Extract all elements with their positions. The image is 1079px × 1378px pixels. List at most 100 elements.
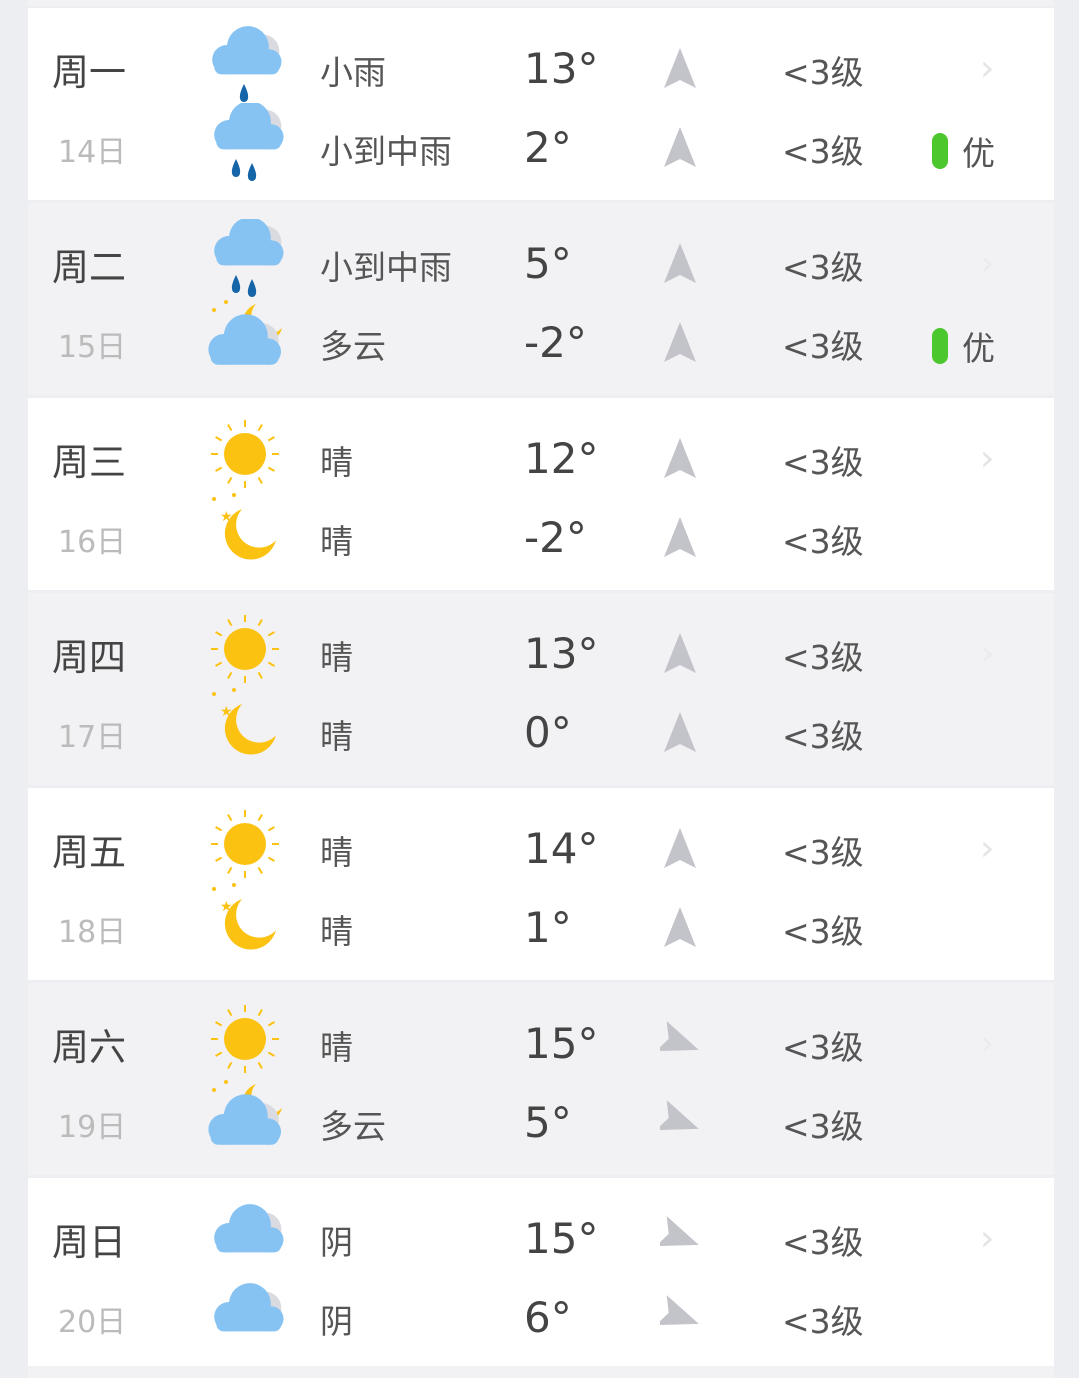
temperature: 13° <box>524 44 599 93</box>
chevron-right-icon[interactable]: › <box>980 1023 995 1064</box>
forecast-day-line: 周六 晴 15° <3级 › <box>28 999 1054 1079</box>
wind-level: <3级 <box>782 132 864 171</box>
date: 19日 <box>58 1110 127 1145</box>
date: 16日 <box>58 525 127 560</box>
forecast-row[interactable]: 周六 晴 15° <3级 › 19日 多云 5° <3级 <box>28 983 1054 1175</box>
forecast-row[interactable]: 周日 阴 15° <3级 › 20日 阴 6° <3级 <box>28 1178 1054 1370</box>
aqi-indicator <box>932 328 948 364</box>
moon-icon: ★ <box>212 493 276 560</box>
sun-icon <box>211 420 279 488</box>
weekday: 周一 <box>52 51 126 94</box>
forecast-night-line: 14日 小到中雨 2° <3级 优 <box>28 103 1054 183</box>
sun-icon <box>211 810 279 878</box>
wind-level: <3级 <box>782 327 864 366</box>
moon-icon: ★ <box>212 688 276 755</box>
wind-direction-arrow-icon <box>664 127 696 167</box>
date: 14日 <box>58 135 127 170</box>
daily-forecast-list: 周一 小雨 13° <3级 › 14日 小到中雨 2° <3级 优 周二 小到中… <box>14 8 1066 1373</box>
wind-level: <3级 <box>782 638 864 677</box>
wind-level: <3级 <box>782 53 864 92</box>
forecast-day-line: 周二 小到中雨 5° <3级 › <box>28 219 1054 299</box>
chevron-right-icon[interactable]: › <box>980 633 995 674</box>
temperature: 12° <box>524 434 599 483</box>
forecast-day-line: 周五 晴 14° <3级 › <box>28 804 1054 884</box>
chevron-right-icon[interactable]: › <box>980 48 995 89</box>
forecast-row[interactable]: 周三 晴 12° <3级 › 16日 ★ 晴 -2° <3级 <box>28 398 1054 590</box>
forecast-row[interactable]: 周四 晴 13° <3级 › 17日 ★ 晴 0° <3级 <box>28 593 1054 785</box>
temperature: -2° <box>524 513 587 562</box>
wind-level: <3级 <box>782 248 864 287</box>
forecast-row[interactable]: 周一 小雨 13° <3级 › 14日 小到中雨 2° <3级 优 <box>28 8 1054 200</box>
moon-icon: ★ <box>212 883 276 950</box>
weather-description: 小到中雨 <box>320 248 452 287</box>
weather-description: 小到中雨 <box>320 132 452 171</box>
wind-level: <3级 <box>782 1107 864 1146</box>
forecast-day-line: 周三 晴 12° <3级 › <box>28 414 1054 494</box>
aqi-indicator <box>932 133 948 169</box>
forecast-night-line: 20日 阴 6° <3级 <box>28 1273 1054 1353</box>
forecast-day-line: 周日 阴 15° <3级 › <box>28 1194 1054 1274</box>
forecast-row[interactable]: 周二 小到中雨 5° <3级 › 15日 多云 -2° <3级 优 <box>28 203 1054 395</box>
weather-description: 晴 <box>320 1028 353 1067</box>
temperature: 2° <box>524 123 572 172</box>
wind-direction-arrow-icon <box>664 243 696 283</box>
chevron-right-icon[interactable]: › <box>980 438 995 479</box>
forecast-day-line: 周四 晴 13° <3级 › <box>28 609 1054 689</box>
wind-level: <3级 <box>782 717 864 756</box>
wind-direction-arrow-icon <box>660 1021 699 1052</box>
forecast-day-line: 周一 小雨 13° <3级 › <box>28 24 1054 104</box>
wind-level: <3级 <box>782 1302 864 1341</box>
overcast-icon <box>214 1283 284 1332</box>
wind-direction-arrow-icon <box>660 1295 699 1326</box>
date: 20日 <box>58 1305 127 1340</box>
svg-text:★: ★ <box>220 704 233 720</box>
temperature: 14° <box>524 824 599 873</box>
chevron-right-icon[interactable]: › <box>980 828 995 869</box>
forecast-night-line: 17日 ★ 晴 0° <3级 <box>28 688 1054 768</box>
light-rain-icon <box>212 26 282 102</box>
temperature: -2° <box>524 318 587 367</box>
temperature: 5° <box>524 239 572 288</box>
wind-level: <3级 <box>782 1223 864 1262</box>
date: 17日 <box>58 720 127 755</box>
temperature: 6° <box>524 1293 572 1342</box>
weather-description: 多云 <box>320 327 386 366</box>
weekday: 周五 <box>52 831 126 874</box>
wind-direction-arrow-icon <box>664 712 696 752</box>
next-row-edge <box>28 1366 1054 1378</box>
aqi-label: 优 <box>962 134 995 173</box>
weather-description: 多云 <box>320 1107 386 1146</box>
weekday: 周四 <box>52 636 126 679</box>
forecast-night-line: 19日 多云 5° <3级 <box>28 1078 1054 1158</box>
air-quality-badge[interactable]: 优 <box>932 127 995 175</box>
wind-level: <3级 <box>782 522 864 561</box>
sun-icon <box>211 1005 279 1073</box>
forecast-row[interactable]: 周五 晴 14° <3级 › 18日 ★ 晴 1° <3级 <box>28 788 1054 980</box>
weather-description: 晴 <box>320 443 353 482</box>
weekday: 周日 <box>52 1221 126 1264</box>
moderate-rain-icon <box>214 219 284 297</box>
svg-text:★: ★ <box>220 899 233 915</box>
weather-description: 晴 <box>320 638 353 677</box>
forecast-night-line: 16日 ★ 晴 -2° <3级 <box>28 493 1054 573</box>
wind-direction-arrow-icon <box>664 322 696 362</box>
date: 18日 <box>58 915 127 950</box>
sun-icon <box>211 615 279 683</box>
weather-description: 阴 <box>320 1302 353 1341</box>
wind-direction-arrow-icon <box>660 1100 699 1131</box>
wind-direction-arrow-icon <box>664 517 696 557</box>
air-quality-badge[interactable]: 优 <box>932 322 995 370</box>
wind-level: <3级 <box>782 912 864 951</box>
weekday: 周三 <box>52 441 126 484</box>
weather-description: 晴 <box>320 833 353 872</box>
chevron-right-icon[interactable]: › <box>980 243 995 284</box>
wind-level: <3级 <box>782 443 864 482</box>
wind-level: <3级 <box>782 833 864 872</box>
temperature: 1° <box>524 903 572 952</box>
chevron-right-icon[interactable]: › <box>980 1218 995 1259</box>
temperature: 0° <box>524 708 572 757</box>
cloudy-night-icon <box>208 300 282 365</box>
cloudy-night-icon <box>208 1080 282 1145</box>
forecast-night-line: 15日 多云 -2° <3级 优 <box>28 298 1054 378</box>
wind-direction-arrow-icon <box>664 907 696 947</box>
